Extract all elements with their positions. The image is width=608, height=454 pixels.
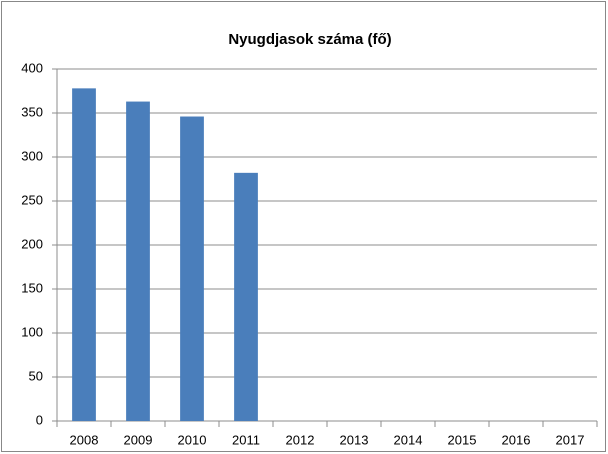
x-tick-label: 2012 xyxy=(286,432,315,447)
y-tick-label: 50 xyxy=(29,368,43,383)
bar xyxy=(72,88,96,422)
x-tick-label: 2010 xyxy=(178,432,207,447)
x-tick-label: 2013 xyxy=(340,432,369,447)
y-tick-label: 200 xyxy=(21,236,43,251)
bar xyxy=(180,116,204,422)
x-tick-label: 2008 xyxy=(70,432,99,447)
y-tick-label: 300 xyxy=(21,148,43,163)
chart-title: Nyugdjasok száma (fő) xyxy=(228,31,391,48)
x-tick-label: 2011 xyxy=(232,432,260,447)
y-tick-label: 250 xyxy=(21,192,43,207)
bar xyxy=(126,101,150,421)
y-tick-label: 100 xyxy=(21,324,43,339)
y-tick-label: 400 xyxy=(21,60,43,75)
x-tick-label: 2015 xyxy=(448,432,477,447)
x-tick-label: 2014 xyxy=(394,432,423,447)
bar xyxy=(234,172,258,421)
y-tick-label: 150 xyxy=(21,280,43,295)
x-tick-label: 2017 xyxy=(556,432,585,447)
x-tick-label: 2009 xyxy=(124,432,153,447)
y-tick-label: 0 xyxy=(36,412,43,427)
y-tick-label: 350 xyxy=(21,104,43,119)
x-tick-label: 2016 xyxy=(502,432,531,447)
